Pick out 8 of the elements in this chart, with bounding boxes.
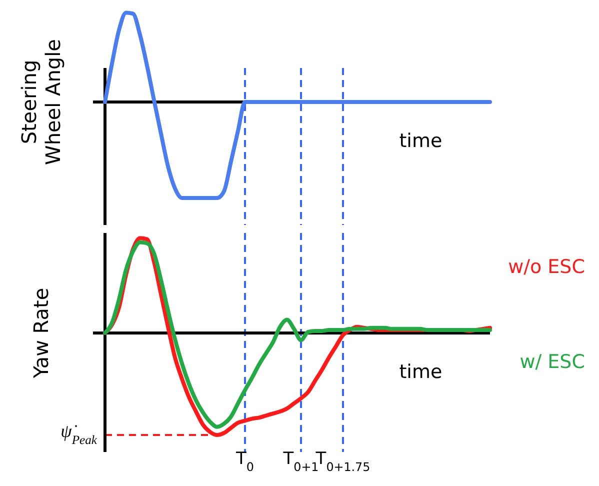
series-label: w/ ESC xyxy=(520,351,585,373)
text: w/o ESC xyxy=(508,256,585,278)
x-axis-title: time xyxy=(399,130,442,152)
ref-line-label: ψ̇$_{Peak}$ xyxy=(60,421,98,447)
x-tick-label: T$_{0}$ xyxy=(235,449,254,474)
y-axis-title: Yaw Rate xyxy=(29,288,53,380)
y-axis-title: Steering Wheel Angle xyxy=(17,39,65,165)
x-axis-title: time xyxy=(399,361,442,383)
